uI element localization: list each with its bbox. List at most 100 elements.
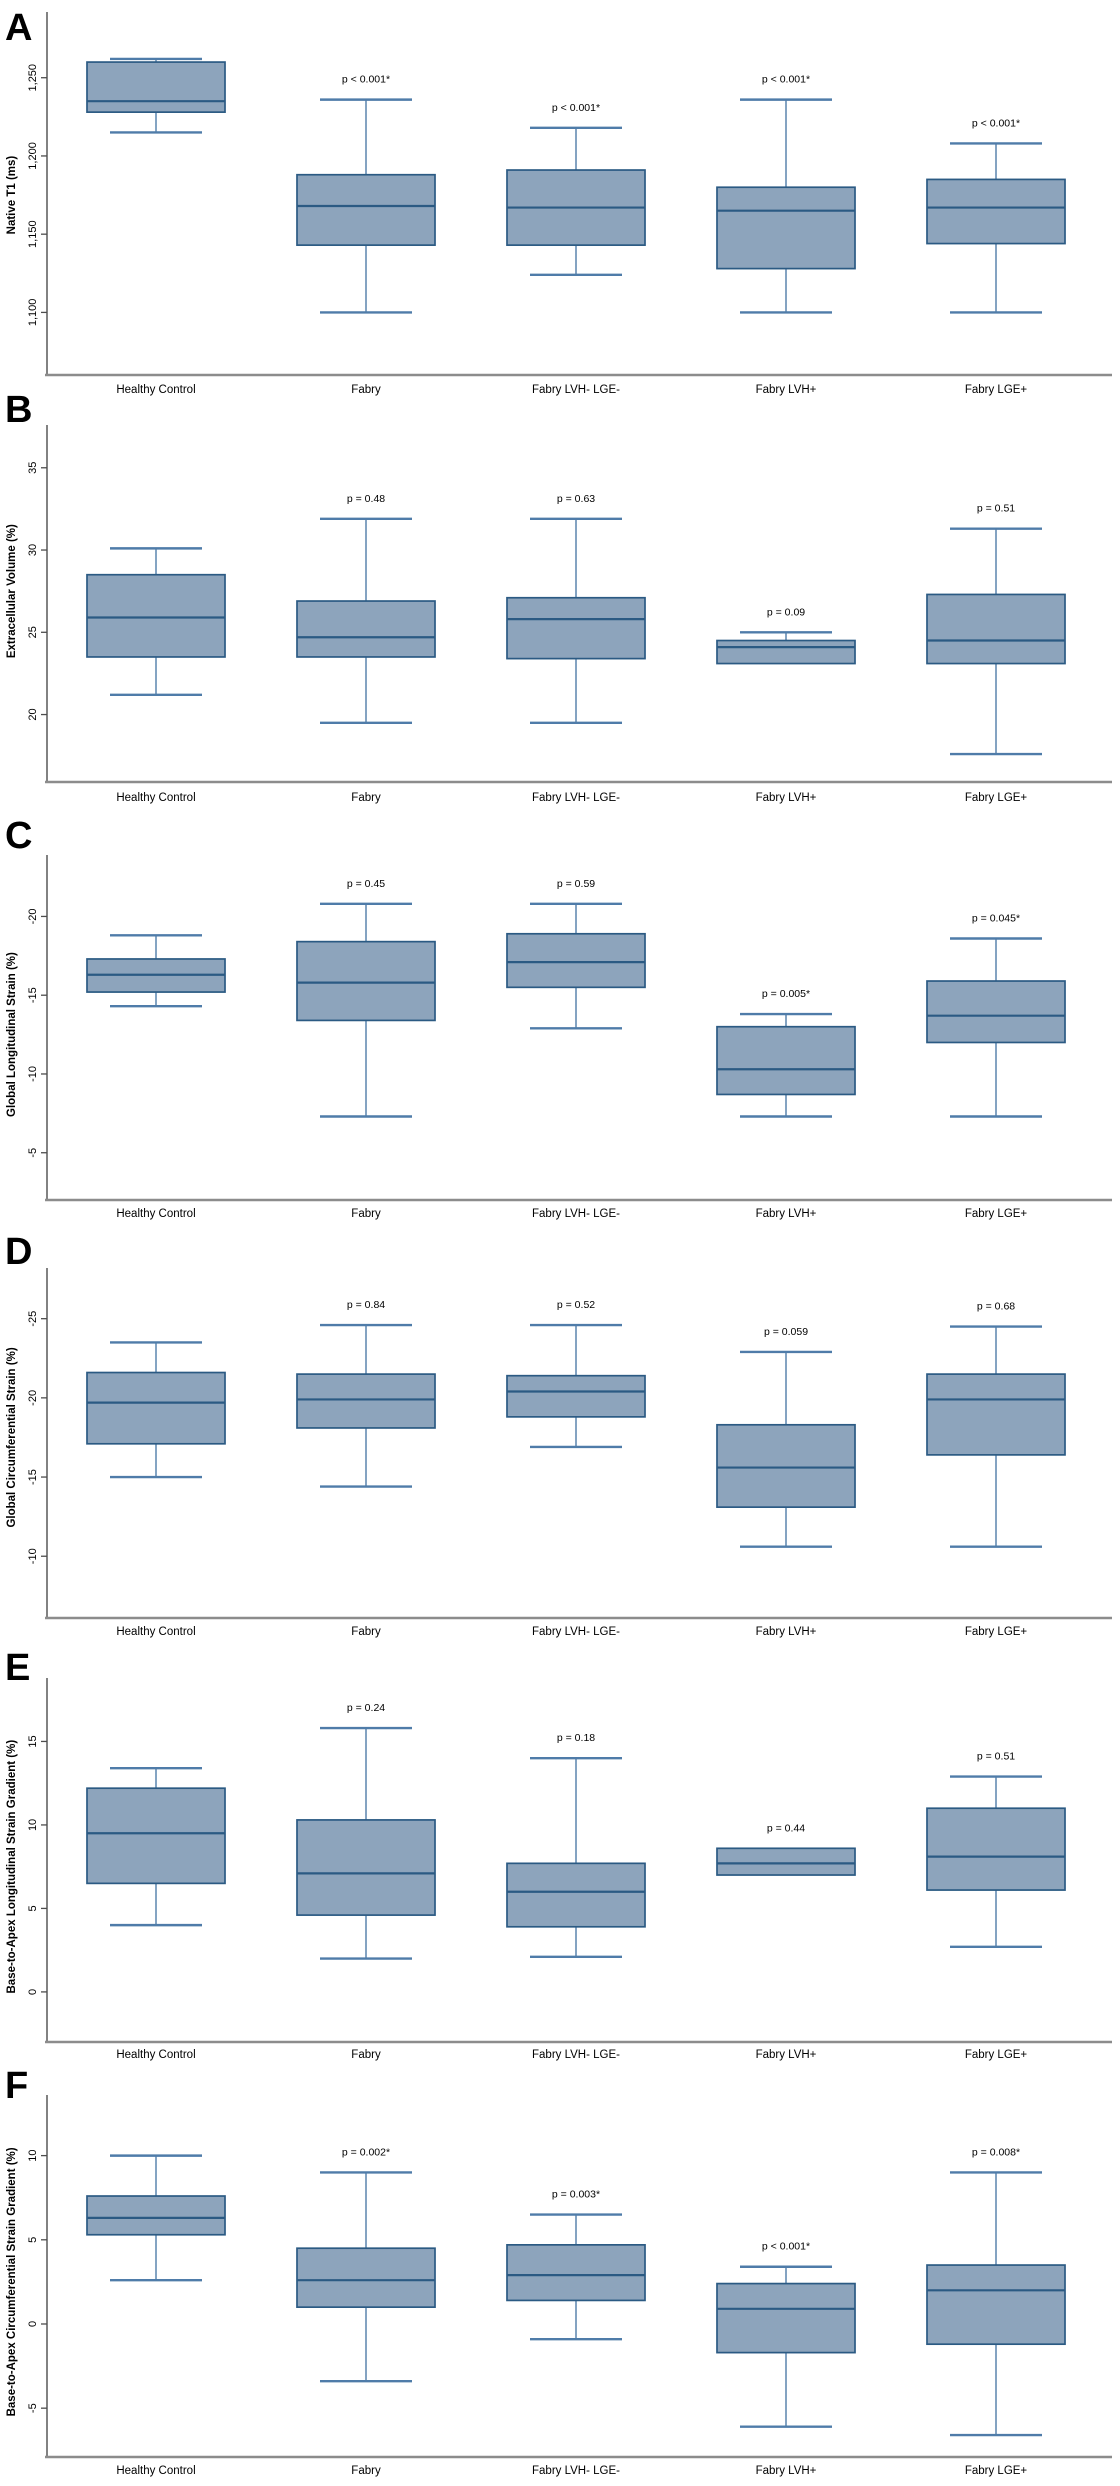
box-fabry-lvh-lge: p = 0.003* bbox=[506, 2189, 646, 2341]
y-tick-label: -5 bbox=[27, 2403, 39, 2413]
iqr-box bbox=[86, 61, 226, 113]
box-healthy-control bbox=[86, 57, 226, 134]
category-label: Fabry LVH+ bbox=[756, 792, 817, 804]
p-value-label: p = 0.84 bbox=[347, 1299, 385, 1311]
p-value-label: p = 0.002* bbox=[342, 2146, 390, 2158]
y-tick-label: 10 bbox=[27, 1819, 39, 1831]
y-tick-label: 0 bbox=[27, 1989, 39, 1995]
p-value-label: p = 0.003* bbox=[552, 2189, 600, 2201]
p-value-label: p = 0.51 bbox=[977, 503, 1015, 515]
box-fabry: p < 0.001* bbox=[296, 74, 436, 314]
box-fabry-lvh: p = 0.059 bbox=[716, 1326, 856, 1548]
box-fabry: p = 0.24 bbox=[296, 1702, 436, 1960]
category-label: Fabry LGE+ bbox=[965, 792, 1028, 804]
y-tick-label: 1,250 bbox=[27, 64, 39, 92]
category-label: Fabry LVH- LGE- bbox=[532, 384, 620, 396]
iqr-box bbox=[296, 940, 436, 1022]
box-fabry-lvh-lge: p = 0.63 bbox=[506, 493, 646, 724]
iqr-box bbox=[86, 2195, 226, 2236]
y-tick-label: 30 bbox=[27, 544, 39, 556]
y-tick-label: -15 bbox=[27, 1469, 39, 1485]
y-tick-label: -5 bbox=[27, 1148, 39, 1158]
y-tick-label: 5 bbox=[27, 2237, 39, 2243]
p-value-label: p = 0.51 bbox=[977, 1751, 1015, 1763]
p-value-label: p = 0.008* bbox=[972, 2146, 1020, 2158]
iqr-box bbox=[506, 1862, 646, 1928]
y-tick-label: 15 bbox=[27, 1735, 39, 1747]
iqr-box bbox=[716, 186, 856, 270]
iqr-box bbox=[716, 639, 856, 665]
p-value-label: p < 0.001* bbox=[972, 117, 1020, 129]
category-label: Fabry LVH- LGE- bbox=[532, 1626, 620, 1638]
box-fabry-lge: p = 0.68 bbox=[926, 1301, 1066, 1548]
y-tick-label: 25 bbox=[27, 626, 39, 638]
box-fabry-lvh-lge: p = 0.59 bbox=[506, 878, 646, 1030]
y-tick-label: 1,150 bbox=[27, 220, 39, 248]
y-tick-label: -15 bbox=[27, 987, 39, 1003]
box-healthy-control bbox=[86, 2154, 226, 2282]
y-tick-label: -20 bbox=[27, 1390, 39, 1406]
iqr-box bbox=[506, 1374, 646, 1418]
box-fabry-lvh-lge: p < 0.001* bbox=[506, 102, 646, 277]
category-label: Fabry bbox=[351, 2049, 381, 2061]
box-fabry-lge: p = 0.51 bbox=[926, 503, 1066, 756]
p-value-label: p = 0.45 bbox=[347, 878, 385, 890]
category-label: Fabry LGE+ bbox=[965, 384, 1028, 396]
category-label: Fabry bbox=[351, 2465, 381, 2477]
y-axis-title: Extracellular Volume (%) bbox=[6, 524, 18, 658]
iqr-box bbox=[86, 1371, 226, 1445]
iqr-box bbox=[926, 593, 1066, 665]
iqr-box bbox=[296, 1373, 436, 1429]
category-label: Fabry bbox=[351, 1208, 381, 1220]
p-value-label: p < 0.001* bbox=[342, 74, 390, 86]
iqr-box bbox=[506, 2244, 646, 2302]
p-value-label: p = 0.59 bbox=[557, 878, 595, 890]
iqr-box bbox=[86, 573, 226, 658]
panel-c: C -20 -15 -10 -5 Global Longitudinal Strain (… bbox=[5, 815, 1112, 1220]
panel-a: A 1,250 1,200 1,150 1,100 Native T1 (ms) Healt… bbox=[5, 7, 1112, 396]
box-fabry-lvh: p = 0.005* bbox=[716, 988, 856, 1118]
p-value-label: p < 0.001* bbox=[762, 74, 810, 86]
box-healthy-control bbox=[86, 1766, 226, 1927]
category-label: Fabry LGE+ bbox=[965, 1208, 1028, 1220]
y-tick-label: -25 bbox=[27, 1311, 39, 1327]
p-value-label: p = 0.52 bbox=[557, 1299, 595, 1311]
iqr-box bbox=[296, 600, 436, 658]
panel-letter-f: F bbox=[5, 2065, 28, 2107]
y-tick-label: 10 bbox=[27, 2149, 39, 2161]
panel-d: D -25 -20 -15 -10 Global Circumferential Stra… bbox=[5, 1231, 1112, 1638]
category-label: Fabry LVH- LGE- bbox=[532, 2465, 620, 2477]
category-label: Fabry bbox=[351, 1626, 381, 1638]
iqr-box bbox=[86, 1787, 226, 1885]
y-axis-title: Base-to-Apex Circumferential Strain Grad… bbox=[6, 2147, 18, 2416]
y-tick-label: 1,100 bbox=[27, 299, 39, 327]
category-label: Fabry LVH- LGE- bbox=[532, 1208, 620, 1220]
iqr-box bbox=[926, 2264, 1066, 2346]
y-tick-label: -10 bbox=[27, 1548, 39, 1564]
iqr-box bbox=[926, 1807, 1066, 1891]
box-fabry-lge: p = 0.008* bbox=[926, 2146, 1066, 2437]
box-fabry-lvh-lge: p = 0.18 bbox=[506, 1732, 646, 1959]
y-tick-label: 20 bbox=[27, 708, 39, 720]
box-healthy-control bbox=[86, 547, 226, 697]
y-axis-title: Global Circumferential Strain (%) bbox=[6, 1347, 18, 1527]
p-value-label: p = 0.68 bbox=[977, 1301, 1015, 1313]
category-label: Fabry LGE+ bbox=[965, 2049, 1028, 2061]
y-tick-label: -10 bbox=[27, 1066, 39, 1082]
y-axis-title: Global Longitudinal Strain (%) bbox=[6, 952, 18, 1117]
y-tick-label: 35 bbox=[27, 462, 39, 474]
y-tick-label: 1,200 bbox=[27, 142, 39, 170]
box-fabry: p = 0.48 bbox=[296, 493, 436, 724]
category-label: Healthy Control bbox=[116, 1626, 195, 1638]
p-value-label: p = 0.09 bbox=[767, 606, 805, 618]
iqr-box bbox=[296, 2247, 436, 2308]
category-label: Fabry LVH+ bbox=[756, 1208, 817, 1220]
box-fabry-lvh: p < 0.001* bbox=[716, 74, 856, 314]
iqr-box bbox=[506, 932, 646, 989]
category-label: Healthy Control bbox=[116, 792, 195, 804]
panel-letter-a: A bbox=[5, 7, 32, 49]
iqr-box bbox=[716, 1025, 856, 1096]
category-label: Fabry LGE+ bbox=[965, 1626, 1028, 1638]
iqr-box bbox=[716, 2282, 856, 2354]
